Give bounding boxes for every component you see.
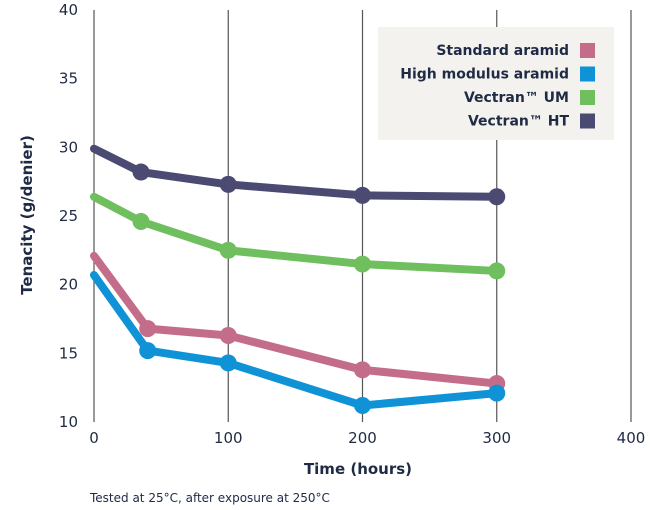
y-axis-title: Tenacity (g/denier) (18, 135, 36, 295)
data-point (354, 361, 371, 379)
y-tick-label: 30 (59, 138, 78, 156)
legend-item: Standard aramid (436, 43, 595, 59)
data-point (354, 186, 371, 204)
data-point (354, 255, 371, 273)
legend: Standard aramid High modulus aramid Vectra… (378, 27, 614, 140)
x-tick-label: 300 (482, 429, 511, 447)
data-point (132, 212, 150, 230)
series-line (90, 271, 501, 410)
series-3 (90, 144, 506, 206)
data-point (354, 397, 371, 415)
legend-swatch (580, 90, 595, 105)
x-tick-label: 100 (214, 429, 243, 447)
series-line (90, 144, 501, 201)
legend-swatch (580, 43, 595, 58)
x-tick-label: 0 (89, 429, 99, 447)
y-tick-label: 10 (59, 413, 78, 431)
series-1 (90, 271, 506, 415)
data-point (488, 188, 506, 206)
x-tick-label: 200 (348, 429, 377, 447)
data-point (139, 342, 157, 360)
footnote: Tested at 25°C, after exposure at 250°C (89, 491, 330, 505)
data-point (139, 320, 157, 338)
legend-label: Vectran™ UM (464, 90, 569, 106)
series-2 (90, 192, 506, 280)
legend-item: Vectran™ UM (464, 90, 595, 106)
data-point (488, 262, 506, 280)
series-line (90, 251, 501, 388)
x-tick-label: 400 (617, 429, 646, 447)
y-tick-label: 25 (59, 207, 78, 225)
data-point (488, 384, 506, 402)
data-point (219, 241, 237, 259)
legend-label: High modulus aramid (400, 67, 569, 83)
series-lines (90, 144, 506, 415)
legend-swatch (580, 113, 595, 129)
data-point (219, 326, 237, 344)
legend-label: Standard aramid (436, 43, 569, 59)
x-axis-title: Time (hours) (304, 460, 412, 478)
data-point (219, 354, 237, 372)
legend-item: High modulus aramid (400, 66, 595, 83)
y-tick-label: 15 (59, 344, 78, 362)
legend-background (378, 27, 614, 140)
y-tick-label: 20 (59, 276, 78, 294)
series-line (90, 192, 501, 275)
data-point (132, 163, 150, 181)
data-point (219, 175, 237, 193)
series-0 (90, 251, 506, 393)
legend-item: Vectran™ HT (468, 113, 595, 130)
y-tick-label: 35 (59, 70, 78, 88)
y-axis-ticks: 10 15 20 25 30 35 40 (59, 1, 78, 431)
legend-label: Vectran™ HT (468, 114, 569, 130)
y-tick-label: 40 (59, 1, 78, 19)
legend-swatch (580, 66, 595, 82)
x-axis-ticks: 0 100 200 300 400 (89, 429, 645, 447)
